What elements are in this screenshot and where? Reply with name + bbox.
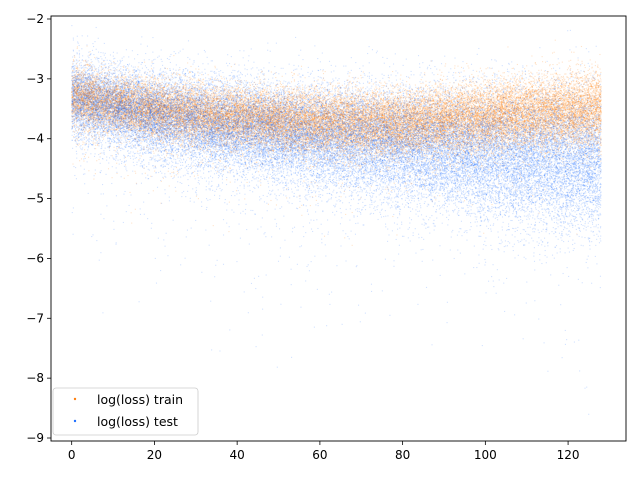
x-tick-label: 0	[68, 448, 76, 462]
x-tick-label: 120	[557, 448, 580, 462]
plot-frame	[50, 15, 627, 442]
legend-marker-train	[73, 397, 77, 401]
legend-box	[52, 387, 199, 436]
x-tick-label: 40	[230, 448, 245, 462]
y-tick-label: −6	[26, 251, 44, 265]
x-tick-label: 100	[474, 448, 497, 462]
y-tick-label: −2	[26, 12, 44, 26]
x-axis: 0 20 40 60 80 100 120	[68, 441, 580, 462]
legend-marker-test	[73, 419, 77, 423]
legend-entry-train: log(loss) train	[73, 392, 183, 407]
y-tick-label: −7	[26, 311, 44, 325]
y-axis: −9 −8 −7 −6 −5 −4 −3 −2	[26, 12, 51, 445]
legend: log(loss) train log(loss) test	[52, 387, 199, 436]
y-tick-label: −5	[26, 192, 44, 206]
y-tick-label: −3	[26, 72, 44, 86]
y-tick-label: −8	[26, 371, 44, 385]
y-tick-label: −9	[26, 431, 44, 445]
legend-entry-test: log(loss) test	[73, 414, 178, 429]
x-tick-label: 20	[147, 448, 162, 462]
x-tick-label: 60	[312, 448, 327, 462]
legend-label-test: log(loss) test	[97, 414, 178, 429]
x-tick-label: 80	[395, 448, 410, 462]
legend-label-train: log(loss) train	[97, 392, 183, 407]
y-tick-label: −4	[26, 132, 44, 146]
